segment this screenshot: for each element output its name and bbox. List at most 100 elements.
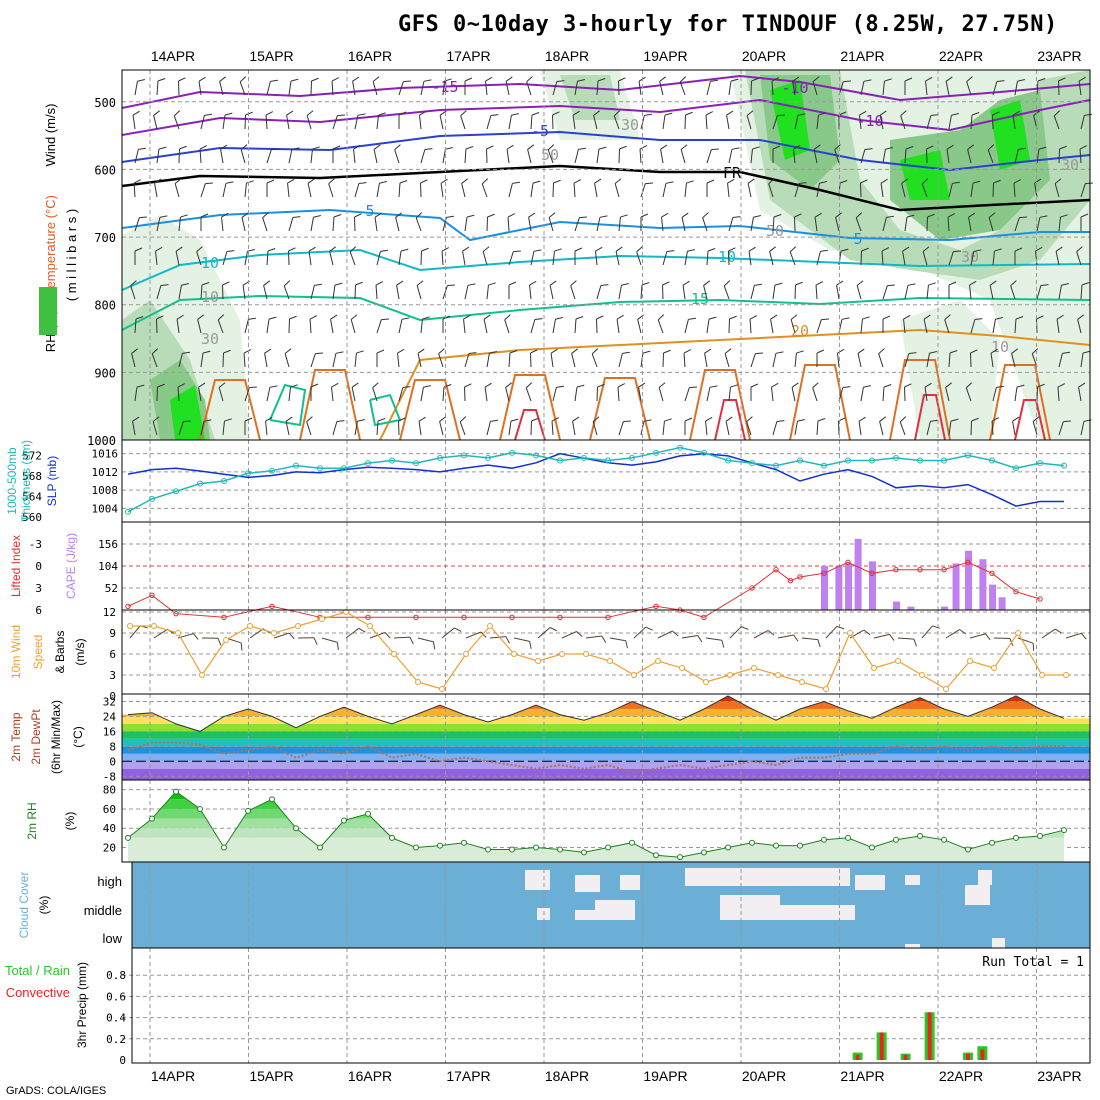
wind-barb-staff <box>508 115 512 130</box>
wind-barb-staff <box>614 183 620 198</box>
thickness-label-line: Thickness (dm) <box>19 440 33 522</box>
wind-barb <box>508 418 519 436</box>
wind-barb <box>992 316 1003 334</box>
wind-barb-staff <box>969 633 986 639</box>
wind-barb-flag <box>623 420 631 423</box>
wind-barb-flag <box>466 214 475 218</box>
wind-barb-flag <box>221 212 229 218</box>
wind-barb <box>904 283 916 300</box>
wind-barb <box>505 382 512 402</box>
wind-barb-flag <box>930 114 939 117</box>
wind-barb <box>376 249 388 266</box>
wind-barb-flag <box>904 77 913 82</box>
wind-barb <box>880 178 888 198</box>
wind-barb-staff <box>966 81 972 96</box>
wind-barb-flag <box>285 416 293 422</box>
wind-barb-flag <box>900 110 907 117</box>
pressure-tick: 800 <box>94 299 116 313</box>
wind-barb <box>244 180 254 198</box>
wind-barb-staff <box>310 285 315 300</box>
wind-barb-staff <box>640 183 646 198</box>
wind-barb-staff <box>505 387 510 402</box>
wind-barb <box>679 76 687 96</box>
wind-barb-flag <box>181 282 189 286</box>
wind-barb-staff <box>660 149 664 164</box>
wind-speed-point <box>607 658 613 664</box>
pressure-tick: 1000 <box>87 434 116 448</box>
wind-barb <box>306 110 314 130</box>
wind-barb-staff <box>332 353 337 368</box>
run-total-label: Run Total = 1 <box>982 955 1084 970</box>
wind-barb-staff <box>321 637 338 643</box>
wind-barb-staff <box>591 353 598 368</box>
wind-barb-staff <box>860 387 864 402</box>
wind-barb-staff <box>352 81 356 96</box>
wind-barb-staff <box>244 251 248 266</box>
wind-barb-staff <box>306 115 312 130</box>
wind-barb <box>706 179 715 197</box>
wind-barb-flag <box>240 144 248 150</box>
thickness-line-point <box>701 449 707 456</box>
wind-barb <box>657 314 665 334</box>
wind-barb-flag <box>173 110 181 117</box>
wind-barb <box>332 282 343 300</box>
wind-barb <box>750 77 759 96</box>
wind-barb <box>266 79 278 96</box>
wind-barb <box>617 383 626 402</box>
wind-barb-flag <box>1081 282 1090 286</box>
wind-barb-staff <box>904 217 908 232</box>
wind-barb <box>265 111 274 130</box>
wind-barb-flag <box>864 148 873 151</box>
wind-barb <box>1058 77 1066 96</box>
wind-barb-staff <box>288 149 293 164</box>
wind-barb-flag <box>721 640 725 648</box>
wind-barb-flag <box>625 640 628 649</box>
cloud-block <box>525 870 550 890</box>
wind-barb-flag <box>534 318 543 321</box>
wind-barb-staff <box>177 386 180 402</box>
wind-barb <box>662 250 675 266</box>
wind-barb-flag <box>525 382 533 389</box>
wind-barb-flag <box>863 629 871 635</box>
wind-barb <box>855 212 863 232</box>
wind-barb-staff <box>174 183 180 198</box>
wind-barb-flag <box>996 80 1005 83</box>
wind-barb-flag <box>973 249 982 252</box>
wind-barb-staff <box>263 285 268 300</box>
wind-barb-flag <box>645 182 653 185</box>
wind-barb-staff <box>310 149 313 164</box>
wind-speed-point <box>487 623 493 629</box>
wind-barb-staff <box>486 353 490 368</box>
wind-barb-staff <box>772 285 776 300</box>
wind-barb-flag <box>353 144 361 150</box>
wind-barb-staff <box>239 81 246 96</box>
wind-barb <box>640 213 649 231</box>
wind-barb <box>529 280 537 300</box>
wind-barb <box>398 317 410 334</box>
wind-barb-flag <box>672 630 679 637</box>
wind-barb <box>684 417 693 435</box>
wind-barb-staff <box>903 319 906 334</box>
wind-barb-flag <box>817 418 826 422</box>
wind-barb-flag <box>485 76 493 82</box>
wind-barb-staff <box>395 217 400 232</box>
wind-barb-flag <box>202 350 211 354</box>
precip-ylabel-unit: 3hr Precip (mm) <box>75 962 89 1048</box>
wind-barb-flag <box>134 247 143 252</box>
wind-barb <box>992 80 1005 96</box>
date-label-bottom: 18APR <box>545 1068 589 1084</box>
wind-barb <box>948 281 957 299</box>
wind-barb <box>374 212 382 232</box>
wind-barb-flag <box>481 178 489 185</box>
wind-barb-flag <box>591 348 599 355</box>
wind-barb-flag <box>178 77 186 82</box>
wind-barb <box>595 246 603 266</box>
wind-barb <box>219 76 226 96</box>
wind-barb <box>904 214 915 232</box>
wind-barb-staff <box>1014 149 1019 164</box>
wind-barb-flag <box>201 282 210 286</box>
wind-barb-flag <box>509 350 518 354</box>
wind-barb <box>618 77 626 96</box>
wind-barb-staff <box>993 637 1011 640</box>
wind-barb <box>420 316 430 334</box>
